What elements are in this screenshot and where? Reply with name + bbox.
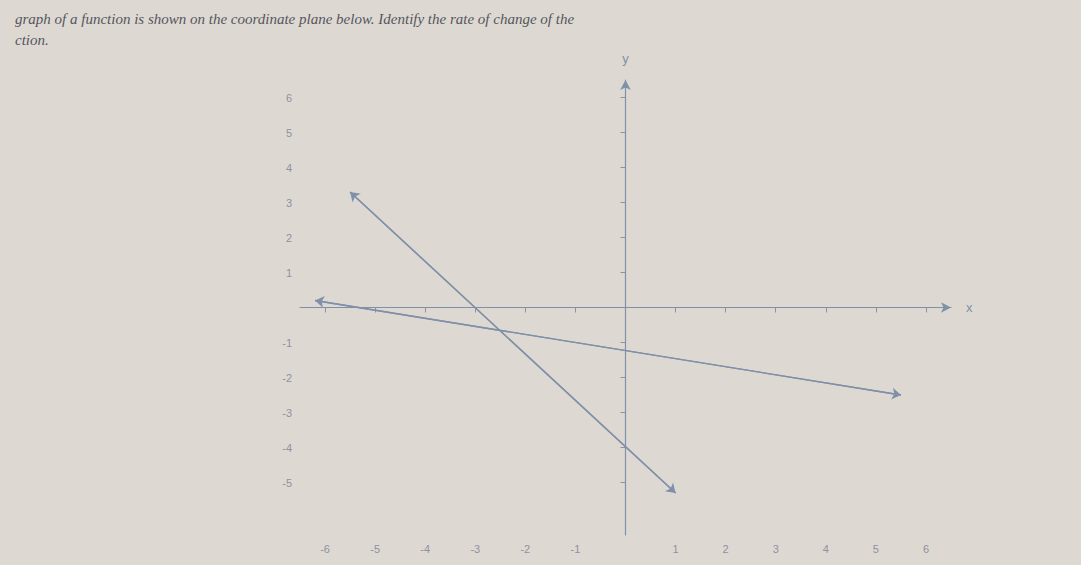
svg-text:3: 3 — [286, 197, 292, 209]
svg-text:-3: -3 — [282, 407, 292, 419]
svg-text:y: y — [622, 51, 629, 66]
svg-text:-5: -5 — [370, 543, 380, 555]
svg-text:-3: -3 — [470, 543, 480, 555]
svg-text:4: 4 — [823, 543, 829, 555]
svg-text:5: 5 — [286, 127, 292, 139]
svg-text:-4: -4 — [282, 442, 292, 454]
svg-text:-1: -1 — [571, 543, 581, 555]
svg-text:-6: -6 — [320, 543, 330, 555]
svg-text:ction.: ction. — [15, 32, 49, 48]
svg-text:2: 2 — [286, 232, 292, 244]
svg-text:6: 6 — [286, 92, 292, 104]
svg-text:-1: -1 — [282, 337, 292, 349]
svg-text:graph of a function is shown o: graph of a function is shown on the coor… — [15, 11, 574, 27]
svg-text:-5: -5 — [282, 477, 292, 489]
svg-text:2: 2 — [723, 543, 729, 555]
svg-text:3: 3 — [773, 543, 779, 555]
svg-text:4: 4 — [286, 162, 292, 174]
svg-text:6: 6 — [923, 543, 929, 555]
svg-text:5: 5 — [873, 543, 879, 555]
svg-text:x: x — [966, 300, 973, 315]
svg-text:-4: -4 — [420, 543, 430, 555]
svg-text:1: 1 — [286, 267, 292, 279]
svg-text:-2: -2 — [282, 372, 292, 384]
svg-text:-2: -2 — [520, 543, 530, 555]
svg-text:1: 1 — [673, 543, 679, 555]
